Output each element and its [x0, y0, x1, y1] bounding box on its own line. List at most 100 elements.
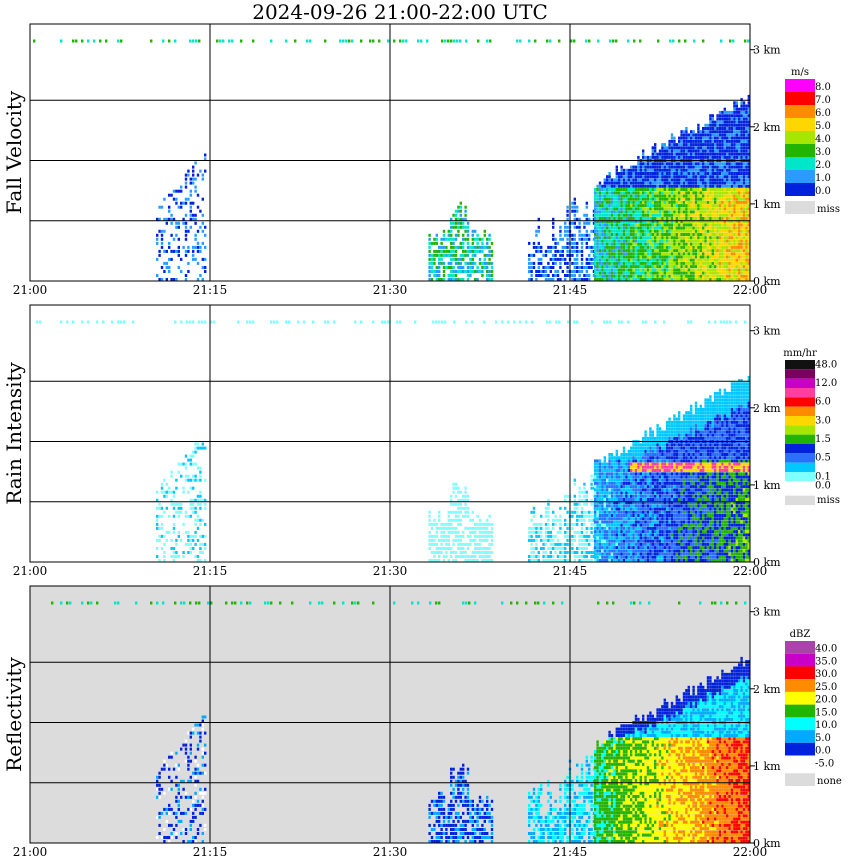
- data-cell: [201, 518, 204, 522]
- data-cell: [428, 514, 431, 518]
- x-tick-label: 21:30: [373, 283, 408, 297]
- data-cell: [168, 205, 171, 209]
- data-cell: [723, 178, 726, 182]
- data-cell: [668, 172, 671, 175]
- data-cell: [745, 143, 748, 147]
- data-cell: [585, 221, 588, 225]
- data-cell: [615, 539, 618, 543]
- data-cell: [608, 462, 611, 466]
- data-cell: [729, 39, 732, 43]
- data-cell: [608, 233, 611, 236]
- data-cell: [199, 490, 202, 494]
- data-cell: [656, 155, 659, 159]
- data-cell: [610, 552, 614, 556]
- data-cell: [716, 162, 719, 166]
- data-cell: [566, 542, 569, 546]
- data-cell: [613, 555, 616, 559]
- data-cell: [625, 523, 628, 527]
- data-cell: [622, 478, 626, 482]
- data-cell: [620, 181, 623, 185]
- data-cell: [630, 491, 633, 495]
- data-cell: [177, 555, 180, 558]
- data-cell: [598, 181, 602, 185]
- data-cell: [675, 258, 678, 262]
- data-cell: [745, 255, 748, 259]
- data-cell: [620, 200, 623, 204]
- data-cell: [184, 278, 188, 281]
- data-cell: [454, 534, 458, 538]
- data-cell: [622, 514, 626, 517]
- data-cell: [608, 255, 611, 259]
- data-cell: [630, 220, 633, 224]
- data-cell: [610, 485, 614, 489]
- data-cell: [687, 168, 690, 172]
- data-cell: [627, 555, 630, 559]
- data-cell: [596, 559, 599, 562]
- data-cell: [196, 538, 200, 542]
- data-cell: [585, 274, 588, 277]
- data-cell: [459, 518, 462, 522]
- data-cell: [630, 475, 633, 479]
- data-cell: [447, 518, 450, 522]
- data-cell: [702, 268, 705, 272]
- data-cell: [678, 39, 681, 43]
- data-cell: [201, 442, 204, 446]
- data-cell: [644, 194, 647, 198]
- data-cell: [622, 197, 626, 201]
- data-cell: [622, 233, 626, 236]
- data-cell: [747, 249, 750, 253]
- data-cell: [433, 274, 436, 277]
- data-cell: [694, 133, 698, 137]
- data-cell: [603, 520, 606, 524]
- data-cell: [532, 261, 536, 265]
- data-cell: [610, 204, 614, 208]
- data-cell: [740, 110, 743, 114]
- data-cell: [680, 271, 683, 275]
- data-cell: [627, 184, 630, 188]
- data-cell: [728, 123, 731, 127]
- data-cell: [594, 478, 597, 482]
- data-cell: [637, 220, 640, 224]
- data-cell: [596, 533, 599, 537]
- data-cell: [747, 258, 750, 262]
- data-cell: [420, 39, 423, 43]
- data-cell: [673, 252, 676, 256]
- data-cell: [588, 221, 591, 225]
- data-cell: [610, 478, 614, 482]
- data-cell: [566, 229, 569, 233]
- data-cell: [642, 207, 645, 211]
- data-cell: [728, 229, 731, 233]
- data-cell: [476, 514, 479, 518]
- data-cell: [556, 530, 560, 534]
- data-cell: [711, 149, 714, 153]
- data-cell: [625, 217, 628, 220]
- data-cell: [452, 278, 455, 281]
- data-cell: [618, 184, 621, 188]
- data-cell: [709, 194, 712, 198]
- data-cell: [699, 268, 702, 272]
- data-cell: [163, 534, 166, 538]
- data-cell: [189, 181, 192, 185]
- data-cell: [172, 506, 176, 510]
- data-cell: [585, 494, 588, 498]
- data-cell: [730, 175, 734, 179]
- data-cell: [718, 271, 722, 275]
- data-cell: [606, 539, 609, 543]
- data-cell: [666, 200, 669, 204]
- data-cell: [622, 226, 626, 230]
- data-cell: [603, 517, 606, 521]
- data-cell: [632, 210, 635, 214]
- data-cell: [687, 226, 690, 230]
- data-cell: [615, 459, 618, 463]
- data-cell: [447, 510, 450, 514]
- data-cell: [457, 221, 460, 225]
- data-cell: [651, 229, 654, 233]
- data-cell: [742, 252, 746, 256]
- data-cell: [723, 181, 726, 185]
- data-cell: [594, 510, 597, 514]
- data-cell: [685, 162, 688, 166]
- data-cell: [601, 191, 604, 195]
- data-cell: [678, 136, 681, 140]
- data-cell: [547, 547, 550, 550]
- data-cell: [478, 237, 482, 241]
